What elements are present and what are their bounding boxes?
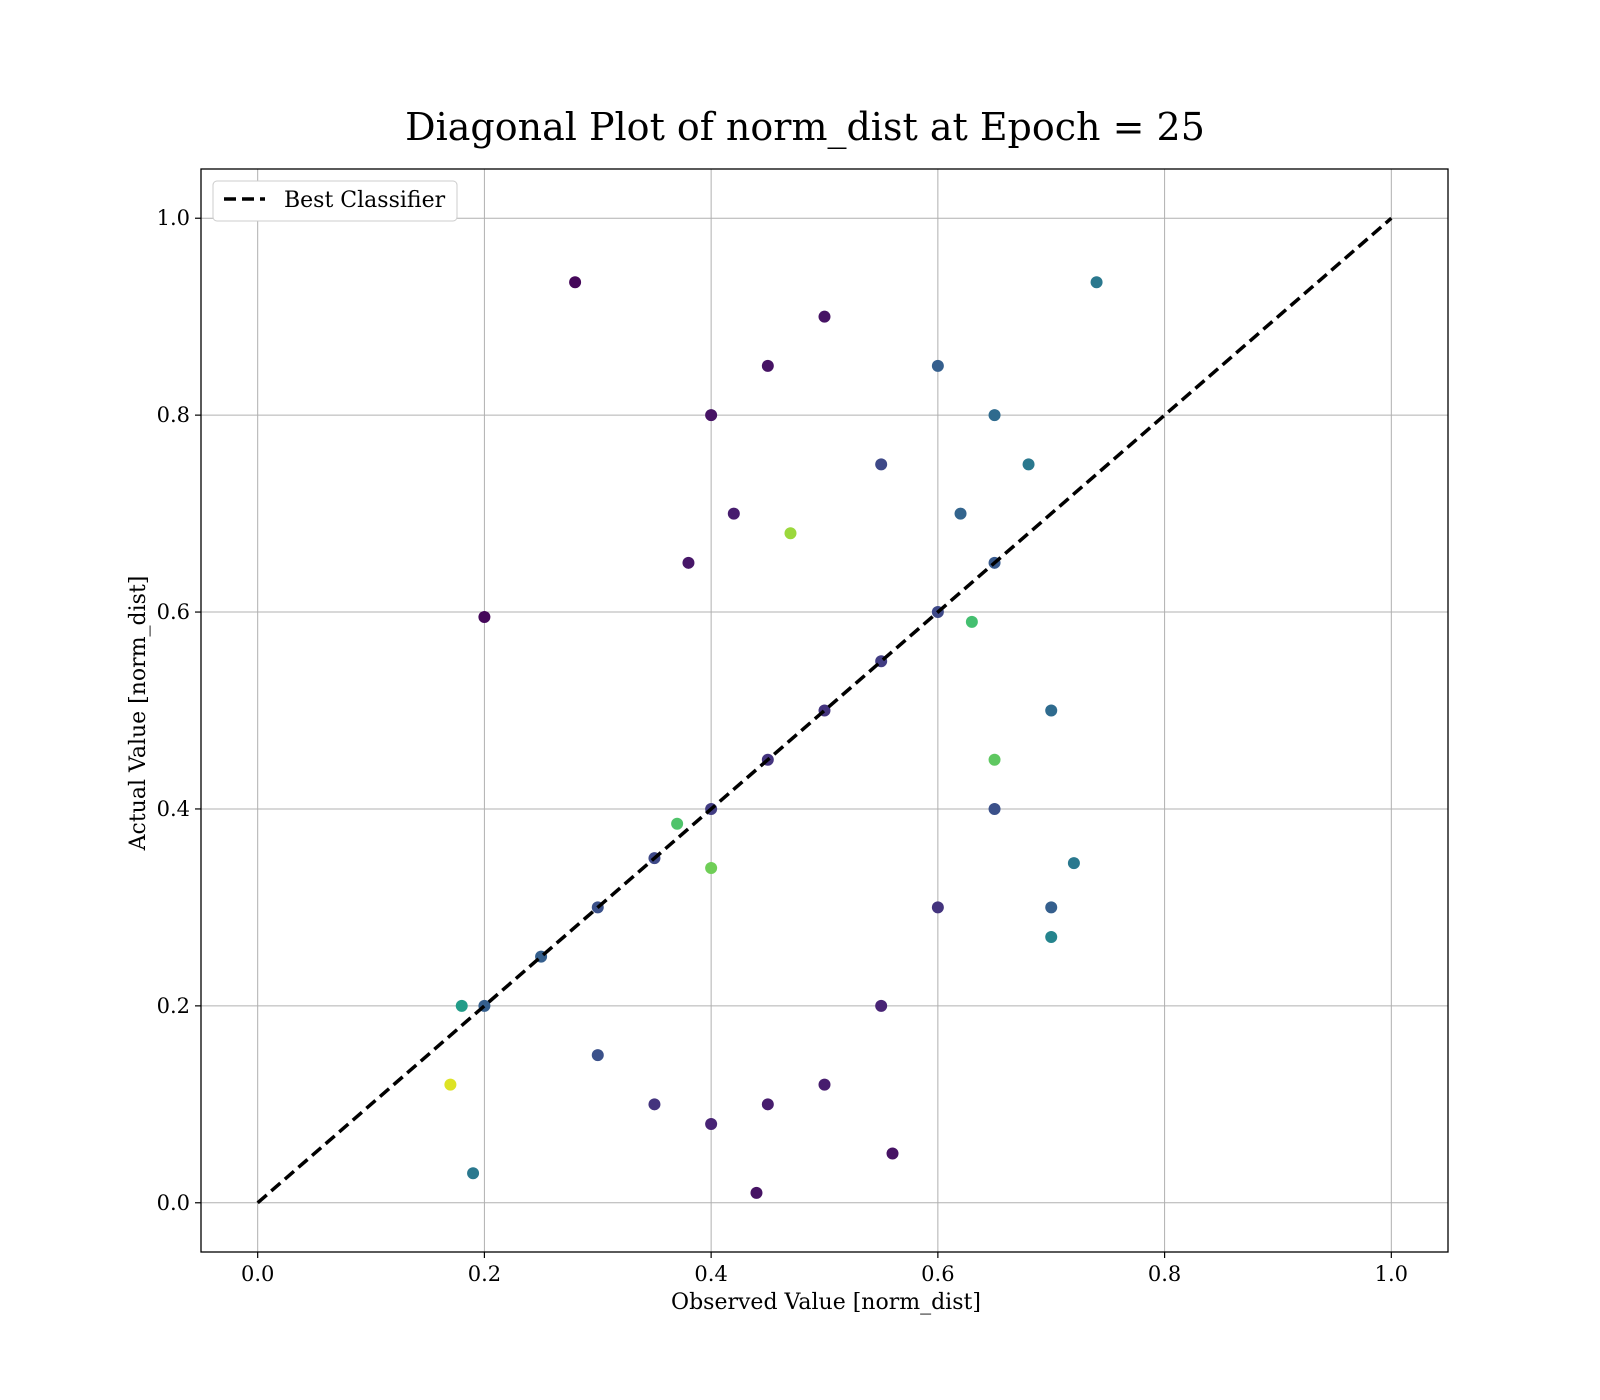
plot-frame: [200, 168, 1449, 1253]
scatter-point: [954, 507, 967, 520]
scatter-point: [988, 409, 1001, 422]
tick-layer: 0.0 0.2 0.4 0.6 0.8 1.0 0.0 0.2 0.4 0.6 0.8 1.0: [157, 206, 1408, 1286]
scatter-point: [886, 1147, 899, 1160]
scatter-point: [750, 1186, 763, 1199]
legend: Best Classifier: [212, 180, 458, 222]
x-tick-label: 1.0: [1375, 1262, 1408, 1286]
legend-box: [212, 180, 458, 222]
scatter-point: [569, 276, 582, 289]
scatter-point: [727, 507, 740, 520]
y-tick-label: 0.0: [157, 1191, 190, 1215]
x-tick-label: 0.6: [921, 1262, 954, 1286]
x-tick-label: 0.0: [241, 1262, 274, 1286]
y-tick-label: 1.0: [157, 206, 190, 230]
scatter-point: [455, 999, 468, 1012]
y-axis-label: Actual Value [norm_dist]: [126, 576, 151, 852]
scatter-point: [1090, 276, 1103, 289]
line-layer: [256, 216, 1393, 1205]
scatter-point: [965, 615, 978, 628]
scatter-point: [818, 310, 831, 323]
scatter-point: [1045, 901, 1058, 914]
scatter-point: [705, 1118, 718, 1131]
scatter-point: [1067, 857, 1080, 870]
scatter-point: [478, 610, 491, 623]
scatter-point: [784, 527, 797, 540]
scatter-point: [444, 1078, 457, 1091]
y-tick-label: 0.2: [157, 994, 190, 1018]
x-tick-label: 0.8: [1148, 1262, 1181, 1286]
scatter-point: [761, 359, 774, 372]
scatter-point: [671, 817, 684, 830]
scatter-point: [988, 802, 1001, 815]
scatter-point: [1045, 930, 1058, 943]
scatter-point: [875, 999, 888, 1012]
scatter-point: [467, 1167, 480, 1180]
scatter-point: [591, 1049, 604, 1062]
y-tick-label: 0.8: [157, 403, 190, 427]
scatter-point: [875, 458, 888, 471]
scatter-point: [761, 1098, 774, 1111]
scatter-point: [988, 753, 1001, 766]
grid-layer: [201, 169, 1448, 1252]
y-tick-label: 0.6: [157, 600, 190, 624]
chart-title: Diagonal Plot of norm_dist at Epoch = 25: [405, 105, 1205, 150]
x-tick-label: 0.4: [694, 1262, 727, 1286]
scatter-point: [1045, 704, 1058, 717]
scatter-point: [705, 862, 718, 875]
x-tick-label: 0.2: [468, 1262, 501, 1286]
scatter-point: [648, 1098, 661, 1111]
scatter-point: [705, 409, 718, 422]
scatter-point: [1022, 458, 1035, 471]
x-axis-label: Observed Value [norm_dist]: [671, 1290, 981, 1315]
y-tick-label: 0.4: [157, 797, 190, 821]
scatter-point: [818, 1078, 831, 1091]
scatter-point: [682, 556, 695, 569]
scatter-point: [931, 901, 944, 914]
legend-label-best-classifier: Best Classifier: [284, 188, 446, 213]
best-classifier-line: [256, 216, 1393, 1205]
scatter-point: [931, 359, 944, 372]
